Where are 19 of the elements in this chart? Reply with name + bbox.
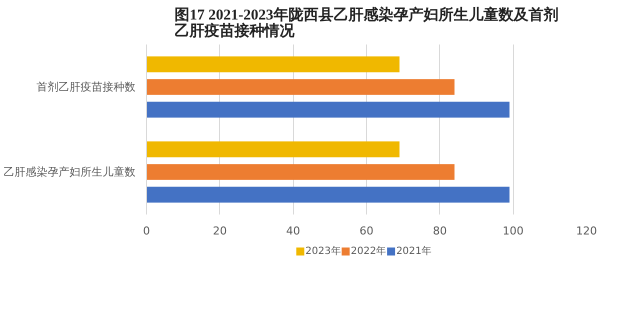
bar [146,141,400,158]
x-tick-label: 100 [502,224,524,238]
x-tick-label: 80 [432,224,447,238]
chart-title: 图17 2021-2023年陇西县乙肝感染孕产妇所生儿童数及首剂乙肝疫苗接种情况 [174,6,558,40]
x-tick-label: 0 [143,224,150,238]
x-tick-label: 120 [576,224,597,238]
x-tick-label: 40 [286,224,300,238]
bar [146,102,510,118]
bar [146,79,454,95]
bar [146,56,400,72]
x-tick-label: 60 [360,224,374,238]
y-tick-label: 乙肝感染孕产妇所生儿童数 [4,166,136,178]
bar [146,164,454,180]
legend-label: 2023年 [305,245,341,257]
bar [146,186,510,203]
y-tick-label: 首剂乙肝疫苗接种数 [36,80,136,94]
x-tick-label: 20 [212,224,227,238]
legend-label: 2022年 [350,245,386,257]
legend-label: 2021年 [396,245,432,257]
